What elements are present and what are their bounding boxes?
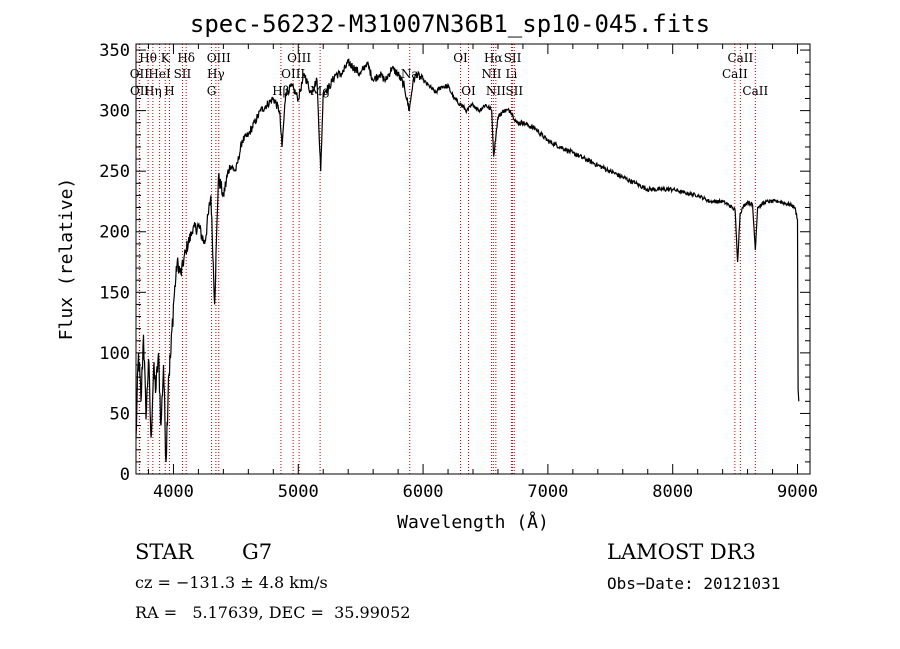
line-marker-label: Li [506, 67, 518, 81]
x-tick-label: 4000 [153, 482, 194, 502]
line-marker-label: Na [401, 67, 419, 81]
y-axis-ticks: 0 50 100 150 200 250 300 350 [99, 41, 810, 485]
x-tick-label: 7000 [527, 482, 568, 502]
line-marker-label: G [207, 84, 217, 98]
observation-date: Obs−Date: 20121031 [607, 574, 781, 593]
spectrum-line [135, 58, 800, 462]
line-marker-label: OIII [287, 51, 311, 65]
y-tick-label: 150 [99, 283, 130, 303]
survey-name: LAMOST DR3 [607, 540, 756, 564]
y-tick-label: 50 [110, 404, 130, 424]
line-marker-label: Hγ [207, 67, 225, 81]
x-axis-ticks: 4000 5000 6000 7000 8000 9000 [147, 44, 818, 502]
line-marker-label: SII [505, 84, 523, 98]
redshift-cz: cz = −131.3 ± 4.8 km/s [135, 573, 328, 592]
line-marker-label: Hθ [139, 51, 157, 65]
x-tick-label: 9000 [777, 482, 818, 502]
data-layer [135, 58, 800, 462]
line-marker-label: OI [453, 51, 468, 65]
chart-title: spec-56232-M31007N36B1_sp10-045.fits [189, 10, 711, 38]
line-marker-label: OII [130, 84, 150, 98]
x-tick-label: 8000 [652, 482, 693, 502]
line-markers [138, 44, 756, 474]
y-tick-label: 100 [99, 344, 130, 364]
line-marker-label: NII [486, 84, 506, 98]
line-marker-label: HeI [148, 67, 171, 81]
line-marker-label: K [161, 51, 171, 65]
coordinates: RA = 5.17639, DEC = 35.99052 [135, 603, 411, 622]
line-marker-label: OIII [207, 51, 231, 65]
line-marker-label: H [164, 84, 174, 98]
y-tick-label: 0 [120, 465, 130, 485]
line-marker-label: SII [174, 67, 192, 81]
line-marker-label: CaII [722, 67, 748, 81]
object-class: STAR [135, 540, 194, 564]
line-marker-label: CaII [742, 84, 768, 98]
line-marker-label: Hδ [177, 51, 195, 65]
y-tick-label: 250 [99, 162, 130, 182]
line-marker-label: NII [481, 67, 501, 81]
object-subclass: G7 [242, 540, 273, 564]
plot-frame [135, 43, 811, 475]
y-tick-label: 300 [99, 102, 130, 122]
line-marker-label: CaII [727, 51, 753, 65]
y-axis-label: Flux (relative) [56, 178, 77, 341]
line-marker-label: OIII [281, 67, 305, 81]
x-tick-label: 5000 [278, 482, 319, 502]
line-marker-label: OI [461, 84, 476, 98]
line-marker-label: Mg [310, 84, 330, 98]
line-marker-label: Hα [484, 51, 503, 65]
line-marker-label: SII [504, 51, 522, 65]
y-tick-label: 200 [99, 223, 130, 243]
x-tick-label: 6000 [403, 482, 444, 502]
y-tick-label: 350 [99, 41, 130, 61]
x-axis-label: Wavelength (Å) [397, 511, 549, 533]
line-marker-label: Hη [144, 84, 162, 98]
